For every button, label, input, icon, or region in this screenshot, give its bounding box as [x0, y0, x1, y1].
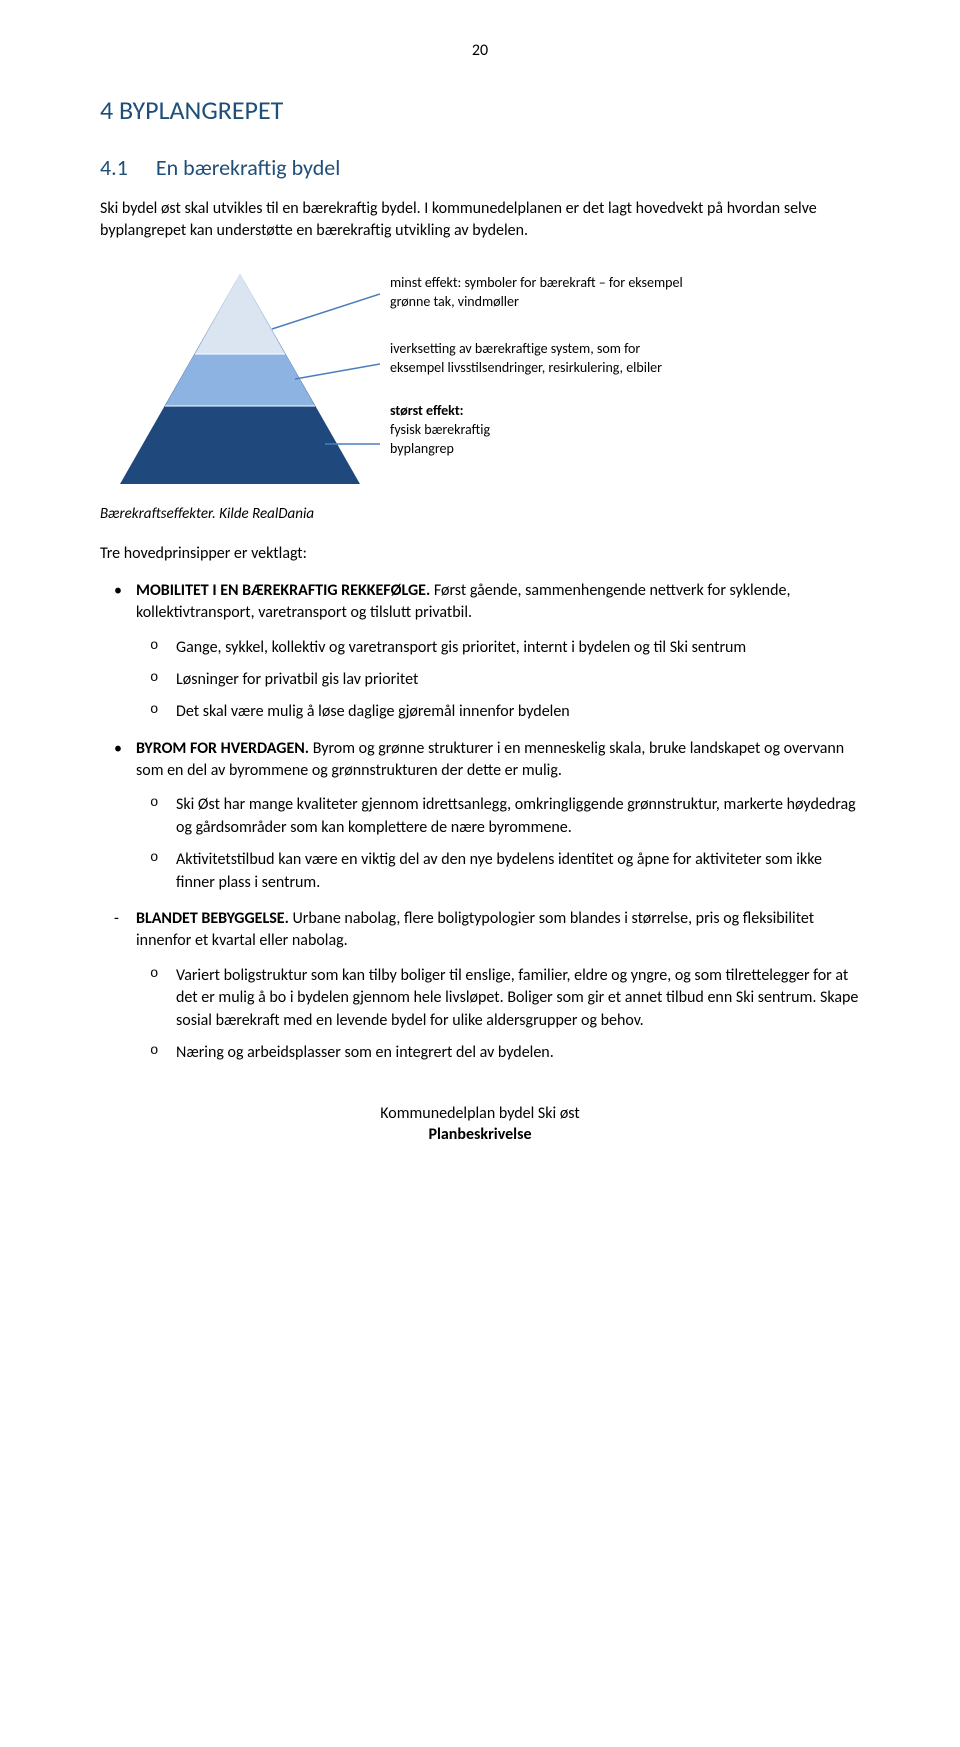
pyramid-label-bot-line2: fysisk bærekraftig [390, 421, 683, 440]
pyramid-label-mid: iverksetting av bærekraftige system, som… [390, 340, 683, 378]
pyramid-label-top-line2: grønne tak, vindmøller [390, 293, 683, 312]
heading-1: 4 BYPLANGREPET [100, 92, 860, 128]
pyramid-labels: minst effekt: symboler for bærekraft – f… [390, 264, 683, 476]
bullet-blandet: BLANDET BEBYGGELSE. Urbane nabolag, fler… [100, 908, 860, 1064]
heading-2-text: En bærekraftig bydel [156, 154, 340, 181]
footer-line-2: Planbeskrivelse [100, 1125, 860, 1146]
pyramid-label-top-line1: minst effekt: symboler for bærekraft – f… [390, 274, 683, 293]
intro-paragraph: Ski bydel øst skal utvikles til en bærek… [100, 198, 860, 243]
bullet-mobilitet-title: MOBILITET I EN BÆREKRAFTIG REKKEFØLGE. [136, 581, 430, 600]
pyramid-label-bot-bold: størst effekt: [390, 402, 683, 421]
pyramid-label-bot-line3: byplangrep [390, 440, 683, 459]
sub-item: Aktivitetstilbud kan være en viktig del … [136, 849, 860, 894]
bullet-byrom: BYROM FOR HVERDAGEN. Byrom og grønne str… [100, 738, 860, 894]
heading-2-number: 4.1 [100, 153, 128, 184]
pyramid-label-mid-line1: iverksetting av bærekraftige system, som… [390, 340, 683, 359]
heading-2: 4.1 En bærekraftig bydel [100, 153, 860, 184]
page-footer: Kommunedelplan bydel Ski øst Planbeskriv… [100, 1104, 860, 1146]
bullet-list-1: MOBILITET I EN BÆREKRAFTIG REKKEFØLGE. F… [100, 580, 860, 894]
sub-item: Det skal være mulig å løse daglige gjøre… [136, 701, 860, 723]
bullet-mobilitet: MOBILITET I EN BÆREKRAFTIG REKKEFØLGE. F… [100, 580, 860, 724]
sub-item: Gange, sykkel, kollektiv og varetranspor… [136, 637, 860, 659]
lead-text: Tre hovedprinsipper er vektlagt: [100, 543, 860, 565]
pyramid-label-top: minst effekt: symboler for bærekraft – f… [390, 274, 683, 312]
pyramid-figure: minst effekt: symboler for bærekraft – f… [100, 264, 860, 494]
figure-caption: Bærekraftseffekter. Kilde RealDania [100, 504, 860, 525]
bullet-byrom-title: BYROM FOR HVERDAGEN. [136, 739, 309, 758]
pyramid-label-mid-line2: eksempel livsstilsendringer, resirkuleri… [390, 359, 683, 378]
sub-item: Næring og arbeidsplasser som en integrer… [136, 1042, 860, 1064]
bullet-mobilitet-subs: Gange, sykkel, kollektiv og varetranspor… [136, 637, 860, 724]
bullet-byrom-subs: Ski Øst har mange kvaliteter gjennom idr… [136, 794, 860, 894]
pyramid-label-bot: størst effekt: fysisk bærekraftig byplan… [390, 402, 683, 459]
sub-item: Variert boligstruktur som kan tilby boli… [136, 965, 860, 1032]
pyramid-icon [100, 264, 380, 494]
page-number: 20 [100, 40, 860, 62]
sub-item: Løsninger for privatbil gis lav priorite… [136, 669, 860, 691]
footer-line-1: Kommunedelplan bydel Ski øst [100, 1104, 860, 1125]
sub-item: Ski Øst har mange kvaliteter gjennom idr… [136, 794, 860, 839]
bullet-blandet-title: BLANDET BEBYGGELSE. [136, 909, 289, 928]
bullet-list-2: BLANDET BEBYGGELSE. Urbane nabolag, fler… [100, 908, 860, 1064]
bullet-blandet-subs: Variert boligstruktur som kan tilby boli… [136, 965, 860, 1065]
